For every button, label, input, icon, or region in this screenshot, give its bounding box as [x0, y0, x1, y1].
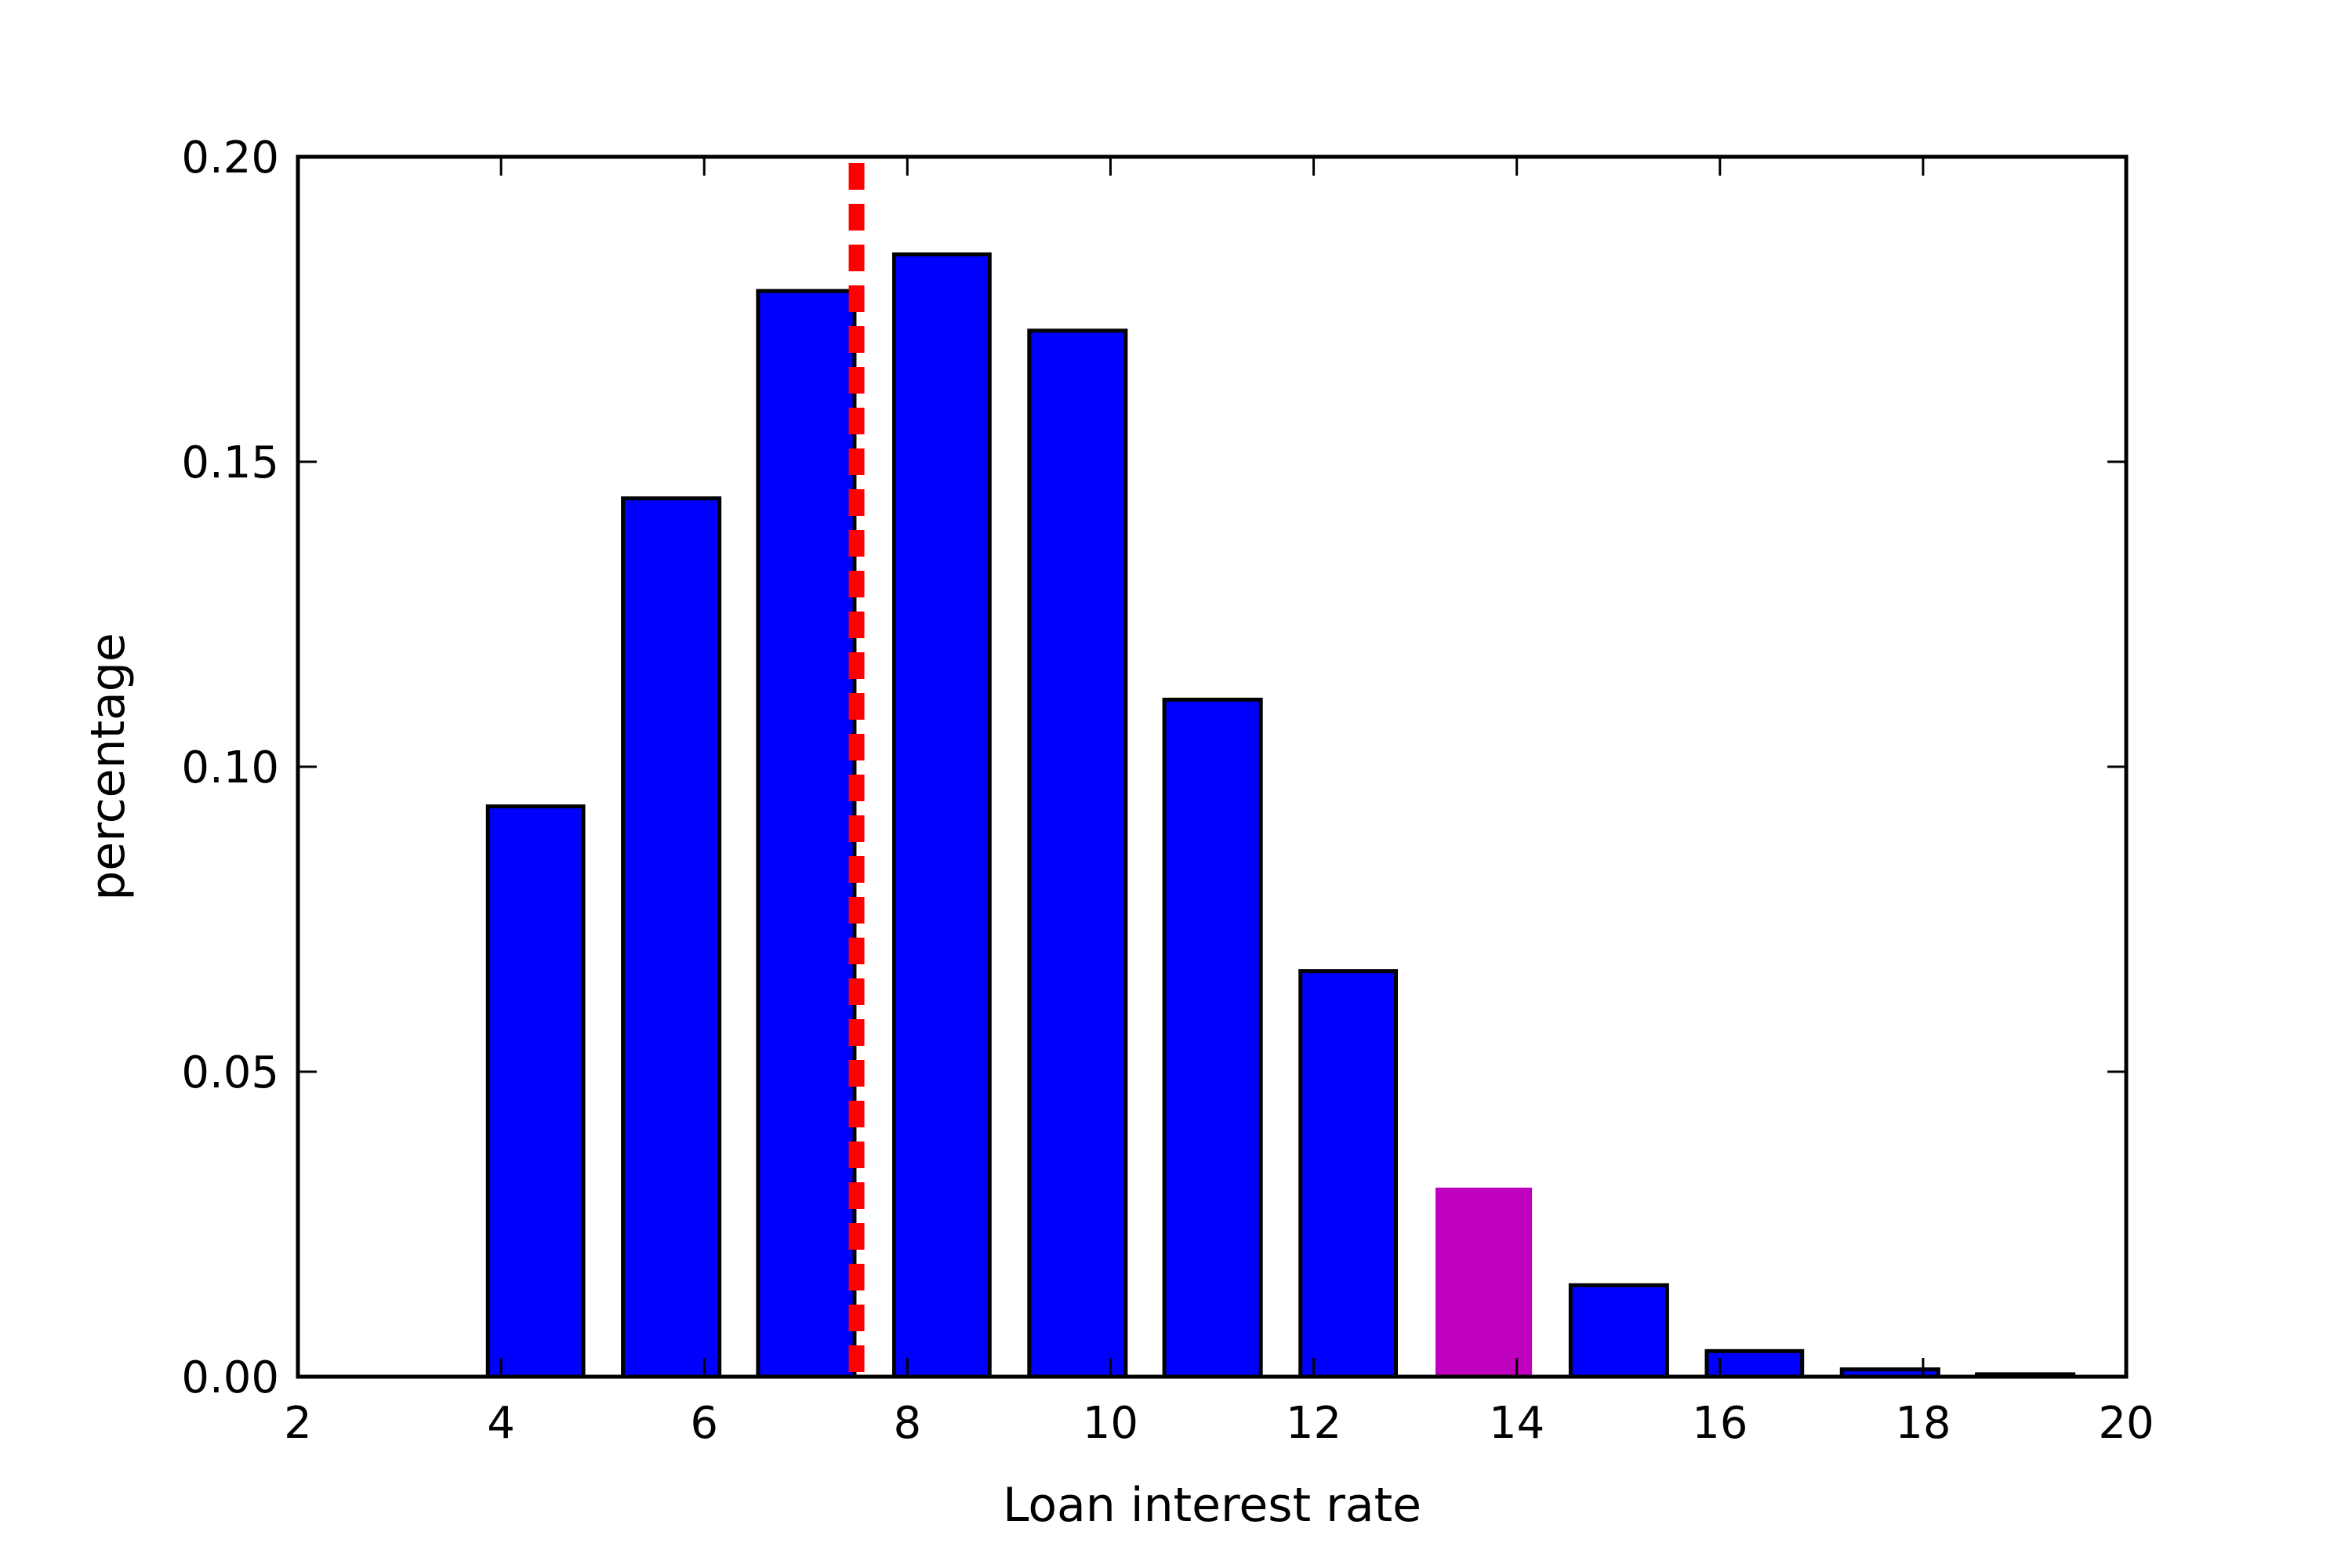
y-tick-label: 0.15	[181, 437, 279, 488]
x-axis-label: Loan interest rate	[1003, 1478, 1421, 1533]
x-tick-label: 12	[1286, 1398, 1341, 1449]
x-tick-label: 6	[690, 1398, 718, 1449]
bar	[756, 289, 857, 1379]
x-tick-label: 18	[1895, 1398, 1951, 1449]
x-tick-label: 8	[894, 1398, 922, 1449]
y-axis-label: percentage	[81, 633, 136, 901]
y-tick-label: 0.05	[181, 1047, 279, 1098]
x-tick-label: 2	[284, 1398, 312, 1449]
x-tick-label: 10	[1083, 1398, 1138, 1449]
bar	[485, 804, 586, 1379]
bar	[1162, 697, 1263, 1379]
bar	[1298, 969, 1398, 1379]
bar	[1568, 1283, 1669, 1379]
bar	[891, 252, 992, 1379]
bar	[621, 496, 722, 1379]
y-tick-label: 0.10	[181, 742, 279, 793]
y-tick-label: 0.20	[181, 132, 279, 183]
ticks: 2 4 6 8 10 12 14 16 18 20 0.00 0.05 0.10 0.15 0.20	[181, 132, 2154, 1449]
bar	[1027, 328, 1128, 1379]
x-tick-label: 4	[487, 1398, 515, 1449]
x-tick-label: 20	[2098, 1398, 2154, 1449]
x-tick-label: 16	[1692, 1398, 1748, 1449]
highlighted-bar	[1436, 1187, 1533, 1377]
y-tick-label: 0.00	[181, 1352, 279, 1403]
x-tick-label: 14	[1489, 1398, 1544, 1449]
bars	[485, 252, 2076, 1379]
